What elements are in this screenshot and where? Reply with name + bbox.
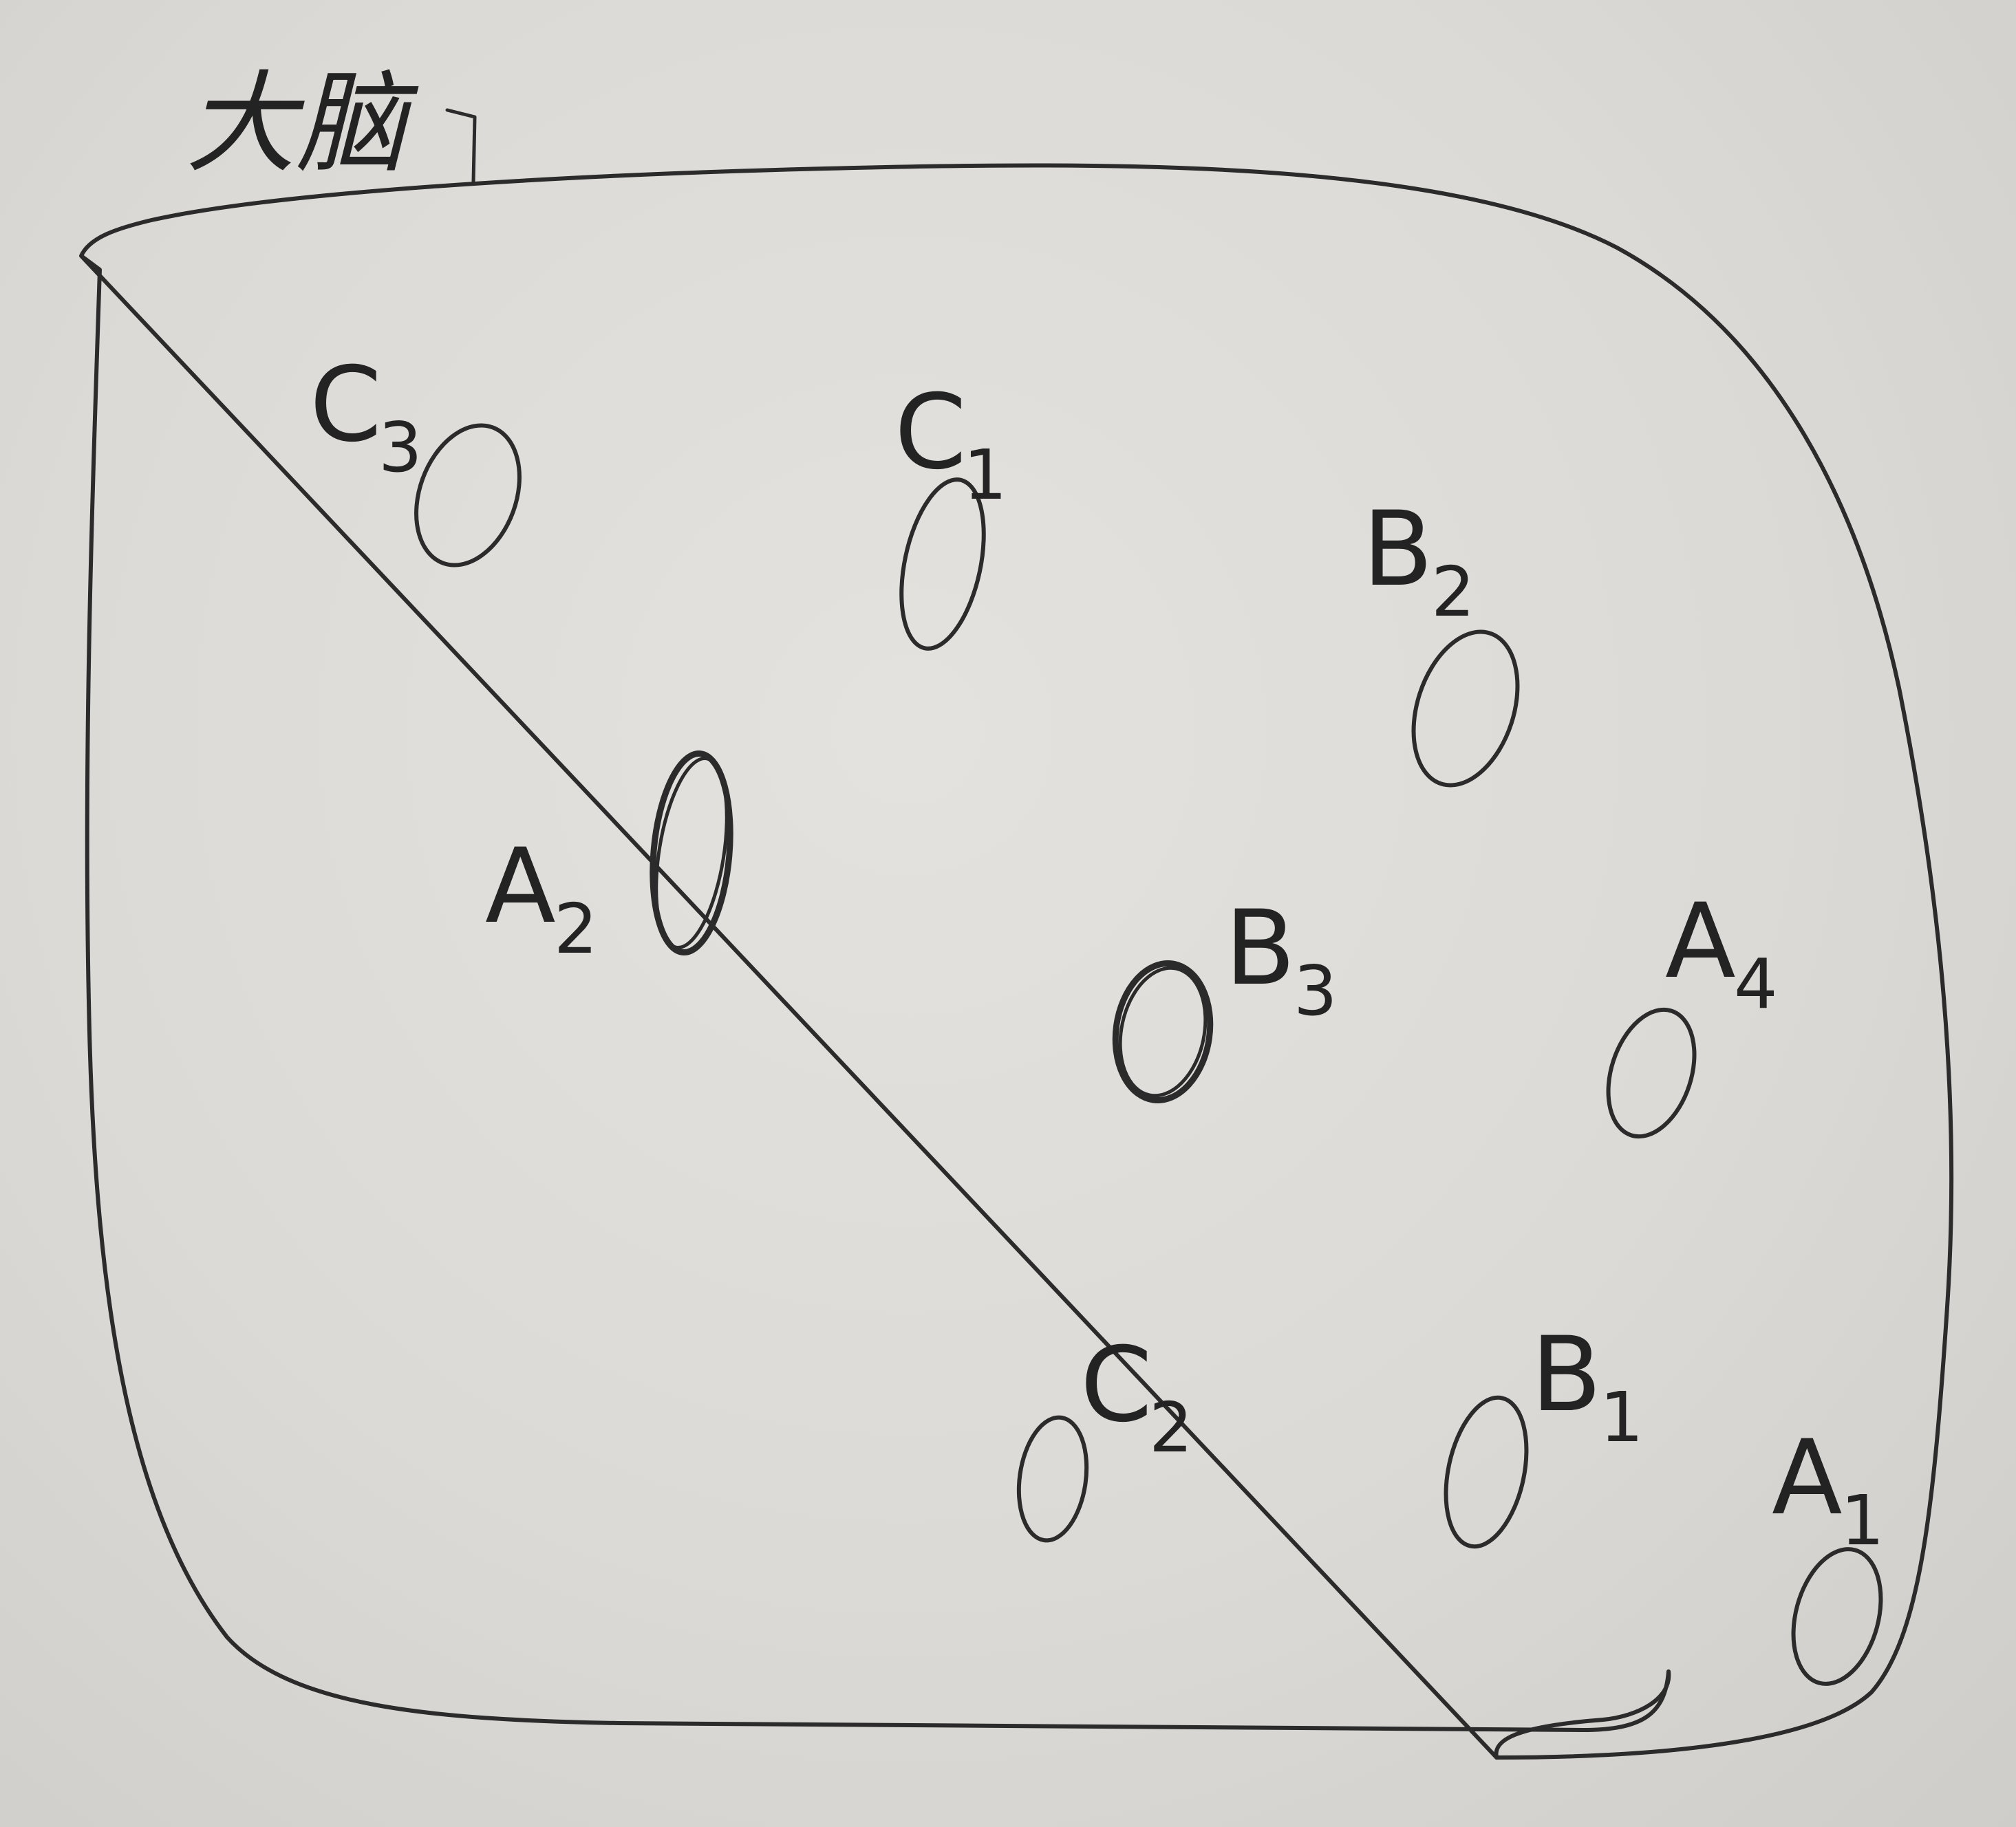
node-subscript-c2: 2	[1149, 1387, 1193, 1468]
node-label-c3: C	[310, 345, 382, 465]
node-c3: C3	[310, 345, 522, 567]
node-ellipse-b3	[1112, 960, 1214, 1103]
node-subscript-c1: 1	[963, 435, 1007, 515]
node-subscript-b3: 3	[1294, 951, 1338, 1031]
brain-outline	[79, 163, 1954, 1760]
node-subscript-b2: 2	[1431, 552, 1475, 632]
node-ellipse-overdraw-b3	[1118, 966, 1208, 1098]
node-a1: A1	[1772, 1418, 1885, 1686]
brain-outline-lower-return	[1494, 1669, 1671, 1760]
node-b1: B1	[1444, 1315, 1644, 1549]
node-label-a1: A	[1772, 1418, 1843, 1538]
node-ellipse-c1	[899, 477, 986, 651]
node-ellipse-a4	[1606, 1007, 1697, 1139]
node-label-b1: B	[1531, 1315, 1602, 1435]
node-subscript-a2: 2	[554, 889, 598, 969]
title-tick-mark	[445, 108, 477, 184]
node-c1: C1	[894, 373, 1007, 651]
node-ellipse-a2	[650, 750, 733, 956]
node-label-c2: C	[1080, 1326, 1152, 1445]
node-label-c1: C	[894, 373, 967, 493]
node-a4: A4	[1606, 882, 1778, 1139]
node-subscript-b1: 1	[1600, 1377, 1644, 1458]
node-label-b3: B	[1225, 889, 1296, 1008]
node-subscript-a1: 1	[1841, 1480, 1885, 1561]
node-c2: C2	[1016, 1326, 1193, 1543]
node-label-b2: B	[1362, 490, 1433, 609]
node-ellipse-b1	[1444, 1395, 1529, 1549]
node-subscript-c3: 3	[378, 407, 422, 488]
node-ellipse-b2	[1411, 629, 1520, 788]
node-b3: B3	[1112, 889, 1338, 1103]
node-b2: B2	[1362, 490, 1520, 788]
node-a2: A2	[485, 750, 733, 969]
node-ellipse-a1	[1791, 1547, 1883, 1686]
node-label-a4: A	[1665, 882, 1736, 1002]
diagram-title: 大脑	[186, 59, 419, 188]
node-label-a2: A	[485, 827, 556, 947]
node-ellipse-c3	[414, 423, 522, 567]
node-ellipse-overdraw-a2	[654, 757, 729, 949]
node-subscript-a4: 4	[1734, 944, 1778, 1024]
node-ellipse-c2	[1016, 1415, 1089, 1543]
